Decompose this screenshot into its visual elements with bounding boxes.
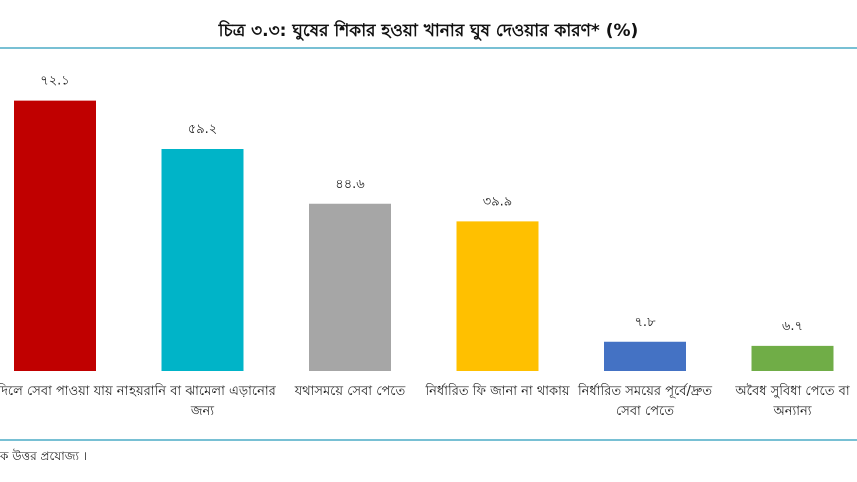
x-tick-label: হয়রানি বা ঝামেলা এড়ানোর জন্য: [129, 384, 276, 419]
bar: [751, 345, 834, 371]
value-label: ৪৪.৬: [335, 177, 365, 192]
value-label: ৭২.১: [40, 74, 69, 89]
x-tick-label: যথাসময়ে সেবা পেতে: [294, 384, 406, 399]
x-tick-label: নির্ধারিত ফি জানা না থাকায়: [425, 384, 570, 399]
bar: [161, 149, 244, 371]
value-label: ৩৯.৯: [483, 194, 512, 209]
value-label: ৫৯.২: [188, 122, 217, 137]
bar: [456, 221, 539, 371]
chart-title: চিত্র ৩.৩: ঘুষের শিকার হওয়া খানার ঘুষ দ…: [218, 21, 639, 41]
x-tick-label: নির্ধারিত সময়ের পূর্বে/দ্রুত সেবা পেতে: [577, 384, 713, 419]
x-tick-label: অবৈধ সুবিধা পেতে বা অন্যান্য: [735, 384, 850, 419]
value-label: ৭.৮: [634, 315, 656, 330]
footnote: ক উত্তর প্রযোজ্য ।: [0, 449, 88, 463]
value-label: ৬.৭: [782, 319, 803, 334]
x-tick-label: না দিলে সেবা পাওয়া যায় না: [0, 384, 129, 399]
bar: [14, 100, 96, 371]
bar: [309, 203, 391, 371]
bar: [604, 341, 686, 371]
